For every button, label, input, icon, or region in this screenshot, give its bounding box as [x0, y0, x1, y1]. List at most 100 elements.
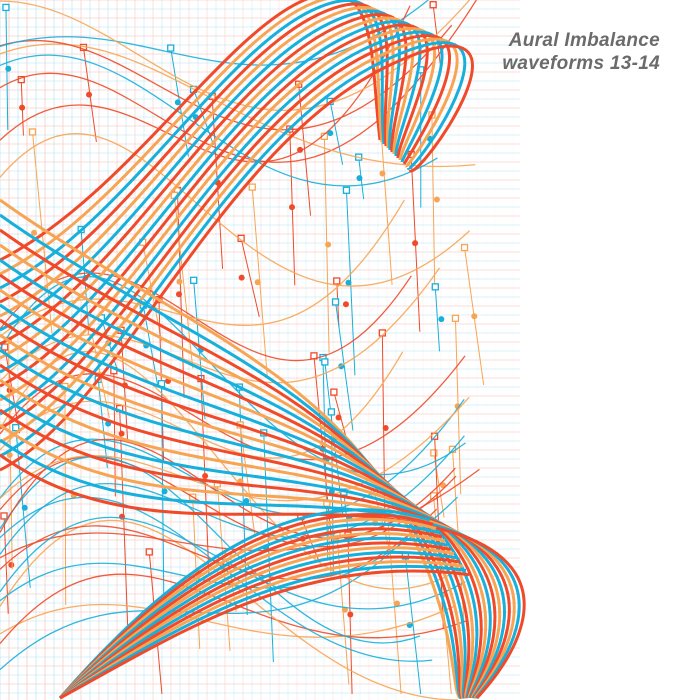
stem-line — [298, 84, 312, 216]
dot-marker — [471, 313, 478, 320]
thick-wave — [58, 527, 443, 700]
stem-line — [404, 555, 422, 695]
thin-wave — [0, 54, 438, 187]
square-marker — [430, 449, 438, 457]
thick-wave — [59, 546, 455, 700]
dot-marker — [327, 130, 334, 137]
dot-marker — [21, 504, 28, 511]
square-marker — [248, 183, 256, 191]
square-marker — [167, 44, 175, 52]
dot-marker — [202, 473, 209, 480]
stem-line — [97, 379, 108, 468]
thick-wave — [0, 16, 415, 360]
thick-wave — [0, 363, 497, 699]
thick-wave — [0, 0, 386, 290]
thick-wave — [0, 44, 474, 472]
album-title: waveforms 13-14 — [502, 53, 660, 74]
dot-marker — [5, 65, 12, 72]
stem-line — [64, 386, 67, 606]
dot-marker — [345, 279, 352, 286]
thick-wave — [0, 27, 437, 402]
dot-marker — [347, 611, 354, 618]
thick-wave — [59, 569, 470, 700]
stem-line — [434, 286, 441, 352]
dot-marker — [335, 414, 342, 421]
thick-wave — [0, 30, 444, 416]
stem-line — [3, 515, 9, 614]
thick-wave — [0, 6, 395, 318]
thin-wave — [0, 199, 405, 338]
dot-marker — [356, 175, 363, 182]
thin-wave — [0, 455, 421, 644]
stem-line — [239, 424, 256, 538]
thick-wave — [58, 513, 434, 700]
square-marker — [460, 243, 469, 252]
thick-wave — [0, 318, 483, 699]
dot-marker — [438, 316, 445, 323]
square-marker — [330, 388, 338, 396]
artist-name: Aural Imbalance — [508, 30, 660, 51]
thick-wave — [0, 23, 429, 388]
thick-wave — [0, 333, 488, 699]
thick-wave — [0, 9, 401, 332]
dot-marker — [325, 241, 332, 248]
stem-line — [431, 114, 436, 284]
square-marker — [190, 276, 198, 284]
dot-marker — [19, 104, 26, 111]
dot-marker — [86, 91, 93, 98]
dot-marker — [6, 451, 13, 458]
thick-wave — [0, 20, 422, 374]
thin-wave — [0, 133, 471, 287]
dot-marker — [412, 240, 419, 247]
thick-wave — [59, 564, 467, 700]
thin-wave — [0, 516, 466, 610]
dot-marker — [31, 229, 38, 236]
thick-wave — [58, 532, 446, 700]
square-marker — [333, 277, 341, 285]
thick-wave — [0, 378, 502, 699]
dot-marker — [161, 488, 168, 495]
thick-wave — [58, 517, 437, 700]
square-marker — [331, 298, 340, 306]
square-marker — [431, 283, 439, 291]
thick-wave — [0, 258, 467, 699]
thick-wave — [0, 13, 408, 346]
dot-marker — [176, 278, 183, 285]
dot-marker — [382, 425, 389, 432]
thick-wave — [59, 555, 461, 700]
square-marker — [12, 424, 20, 432]
dot-marker — [379, 170, 386, 177]
thin-wave — [0, 272, 412, 362]
thick-wave — [0, 34, 452, 430]
dot-marker — [394, 600, 401, 607]
square-marker — [2, 3, 10, 12]
dot-marker — [118, 430, 125, 437]
thick-wave — [0, 273, 471, 699]
dot-marker — [342, 301, 349, 308]
square-marker — [321, 358, 329, 366]
thin-wave — [0, 496, 433, 662]
thick-wave — [0, 408, 511, 699]
thick-wave — [59, 550, 458, 700]
square-marker — [327, 408, 336, 416]
dot-marker — [289, 204, 296, 211]
dot-marker — [174, 99, 181, 106]
thick-wave — [0, 0, 382, 262]
square-marker — [342, 186, 351, 194]
square-marker — [451, 314, 460, 322]
thin-wave — [0, 456, 457, 548]
dot-marker — [8, 561, 15, 568]
dot-marker — [254, 279, 261, 286]
thick-wave — [0, 393, 506, 699]
dot-marker — [341, 606, 348, 613]
dot-marker — [433, 196, 440, 203]
thick-wave — [0, 303, 479, 699]
square-marker — [0, 512, 8, 520]
thick-wave — [0, 0, 384, 276]
square-marker — [429, 1, 437, 9]
thick-wave — [59, 560, 464, 700]
dot-marker — [175, 291, 182, 298]
thick-wave — [59, 536, 449, 700]
